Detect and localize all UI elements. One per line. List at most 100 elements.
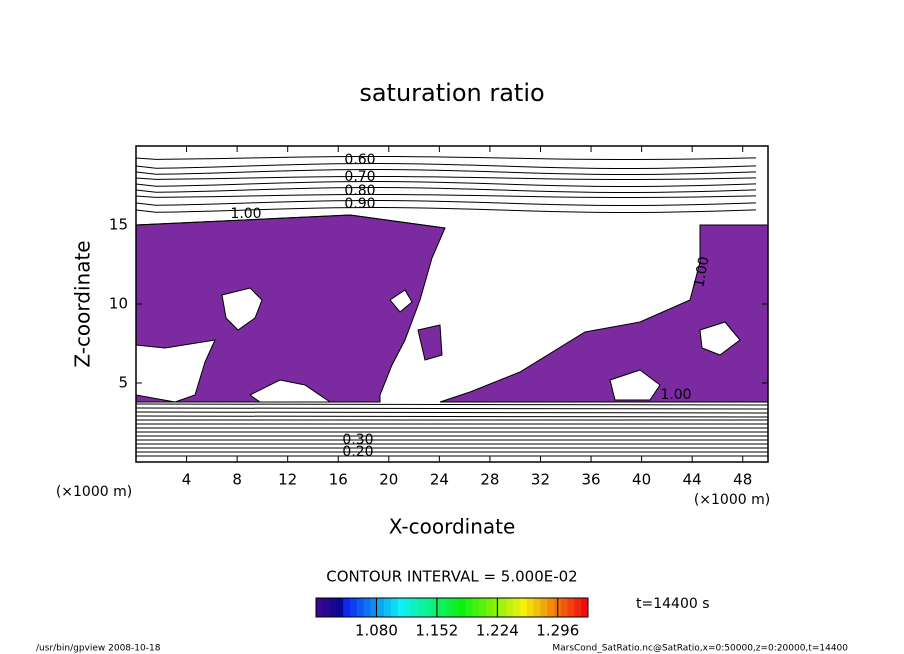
colorbar-cell	[404, 598, 412, 617]
contour-line	[135, 200, 757, 206]
contour-line	[135, 163, 757, 169]
colorbar-cell	[438, 598, 446, 617]
contour-label: 0.90	[344, 196, 375, 212]
colorbar-cell	[526, 598, 535, 617]
x-tick-label: 48	[733, 471, 752, 489]
colorbar-cell	[418, 598, 426, 617]
colorbar-cell	[363, 598, 371, 617]
contour-label: 1.00	[691, 255, 712, 288]
x-tick-label: 36	[581, 471, 600, 489]
footer-left: /usr/bin/gpview 2008-10-18	[36, 644, 161, 654]
x-unit: (×1000 m)	[694, 492, 770, 508]
colorbar-tick-label: 1.224	[476, 622, 519, 640]
colorbar-cell	[445, 598, 453, 617]
contour-label: 0.60	[344, 152, 375, 168]
contour-lines	[135, 155, 769, 457]
hole	[609, 369, 661, 401]
contour-interval: CONTOUR INTERVAL = 5.000E-02	[326, 568, 577, 586]
colorbar: 1.080 1.152 1.224 1.296	[315, 597, 589, 640]
contour-line	[135, 411, 769, 414]
colorbar-cell	[356, 598, 365, 617]
colorbar-cell	[390, 598, 399, 617]
contour-line	[135, 407, 769, 410]
colorbar-cell	[540, 598, 548, 617]
y-tick-label: 10	[109, 295, 128, 313]
colorbar-cell	[560, 598, 569, 617]
y-tick-label: 5	[118, 374, 128, 392]
contour-label: 0.30	[342, 432, 373, 448]
colorbar-cell	[567, 598, 575, 617]
colorbar-tick-label: 1.152	[415, 622, 458, 640]
colorbar-cell	[472, 598, 480, 617]
contour-line	[135, 169, 757, 175]
colorbar-cell	[316, 598, 324, 617]
x-tick-label: 4	[182, 471, 192, 489]
colorbar-cell	[350, 598, 358, 617]
colorbar-cell	[533, 598, 541, 617]
contour-line	[135, 175, 757, 180]
contour-line	[135, 193, 757, 198]
colorbar-cell	[431, 598, 439, 617]
contour-line	[135, 187, 757, 193]
colorbar-cell	[424, 598, 433, 617]
colorbar-cell	[343, 598, 351, 617]
contour-line	[135, 214, 446, 229]
x-tick-label: 40	[632, 471, 651, 489]
hole	[135, 339, 216, 403]
contour-label: 0.80	[344, 183, 375, 199]
x-axis-label: X-coordinate	[389, 515, 516, 539]
x-unit: (×1000 m)	[56, 484, 132, 500]
contour-line	[135, 155, 757, 160]
x-tick-label: 32	[531, 471, 550, 489]
colorbar-cell	[384, 598, 392, 617]
hole	[221, 287, 263, 331]
x-tick-label: 8	[232, 471, 242, 489]
colorbar-cell	[397, 598, 405, 617]
filled-regions	[135, 214, 769, 403]
colorbar-cell	[370, 598, 378, 617]
contour-label: 1.00	[230, 206, 261, 222]
contour-line	[135, 181, 757, 187]
colorbar-cell	[479, 598, 487, 617]
colorbar-cell	[574, 598, 582, 617]
hole	[389, 289, 413, 313]
x-tick-label: 16	[329, 471, 348, 489]
x-tick-label: 24	[430, 471, 449, 489]
colorbar-cell	[520, 598, 528, 617]
colorbar-cell	[329, 598, 337, 617]
contour-label: 0.70	[344, 169, 375, 185]
x-tick-label: 44	[683, 471, 702, 489]
colorbar-cell	[499, 598, 507, 617]
colorbar-cell	[513, 598, 521, 617]
supersaturated-region	[439, 224, 769, 403]
colorbar-frame	[315, 597, 589, 618]
colorbar-cell	[465, 598, 473, 617]
colorbar-cell	[486, 598, 494, 617]
colorbar-cell	[581, 598, 589, 617]
contour-line	[135, 207, 757, 213]
colorbar-cell	[377, 598, 385, 617]
contour-label: 0.20	[342, 444, 373, 460]
x-tick-label: 12	[278, 471, 297, 489]
contour-line	[135, 403, 769, 406]
subsaturated-holes	[135, 287, 741, 403]
colorbar-cell	[336, 598, 344, 617]
colorbar-cell	[458, 598, 467, 617]
y-tick-label: 15	[109, 216, 128, 234]
contour-line	[135, 415, 769, 418]
time-label: t=14400 s	[636, 596, 710, 612]
chart-title: saturation ratio	[359, 79, 544, 107]
colorbar-cell	[452, 598, 460, 617]
hole	[249, 379, 332, 403]
colorbar-cell	[492, 598, 501, 617]
colorbar-cell	[411, 598, 419, 617]
supersaturated-region	[417, 324, 443, 361]
colorbar-cell	[506, 598, 514, 617]
colorbar-cell	[322, 598, 331, 617]
colorbar-cell	[547, 598, 555, 617]
x-tick-label: 20	[379, 471, 398, 489]
footer-right: MarsCond_SatRatio.nc@SatRatio,x=0:50000,…	[552, 644, 848, 654]
y-axis-label: Z-coordinate	[71, 240, 95, 367]
colorbar-tick-label: 1.296	[536, 622, 579, 640]
